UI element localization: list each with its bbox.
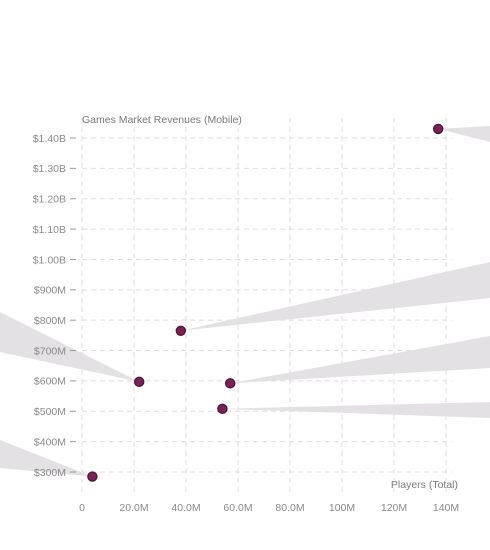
data-point	[87, 471, 98, 482]
y-tick-label: $1.20B	[33, 194, 66, 206]
x-tick-label: 60.0M	[223, 502, 252, 514]
callout-layer	[0, 126, 490, 477]
x-tick-label: 120M	[381, 502, 407, 514]
callout-pointer	[0, 312, 140, 382]
data-point	[133, 376, 145, 388]
x-axis-title: Players (Total)	[391, 479, 458, 491]
data-point	[224, 378, 236, 389]
y-tick-label: $700M	[34, 345, 66, 357]
y-tick-label: $600M	[34, 376, 66, 388]
y-tick-label: $1.00B	[33, 254, 66, 266]
axes-layer: $300M $400M $500M $600M $700M $800M $900M $1.00…	[33, 133, 459, 514]
points-layer	[87, 123, 444, 482]
x-tick-label: 0	[79, 502, 85, 514]
x-tick-label: 40.0M	[171, 502, 200, 514]
x-tick-label: 20.0M	[119, 502, 148, 514]
data-point	[217, 403, 228, 415]
y-tick-label: $500M	[34, 406, 66, 418]
y-tick-label: $400M	[34, 436, 66, 448]
callout-pointer	[230, 336, 490, 384]
y-tick-label: $1.10B	[33, 224, 66, 236]
y-tick-label: $1.40B	[33, 133, 66, 145]
y-tick-label: $900M	[34, 285, 66, 297]
callout-pointer	[0, 440, 93, 477]
callout-pointer	[222, 402, 490, 418]
x-tick-label: 80.0M	[275, 502, 304, 514]
data-point	[433, 123, 444, 135]
y-tick-label: $800M	[34, 315, 66, 327]
data-point	[175, 325, 186, 337]
y-tick-label: $300M	[34, 467, 66, 479]
y-tick-label: $1.30B	[33, 163, 66, 175]
x-tick-label: 140M	[433, 502, 459, 514]
y-axis-title: Games Market Revenues (Mobile)	[82, 114, 242, 126]
callout-pointer	[180, 262, 490, 331]
x-tick-label: 100M	[329, 502, 355, 514]
callout-pointer	[438, 126, 490, 142]
